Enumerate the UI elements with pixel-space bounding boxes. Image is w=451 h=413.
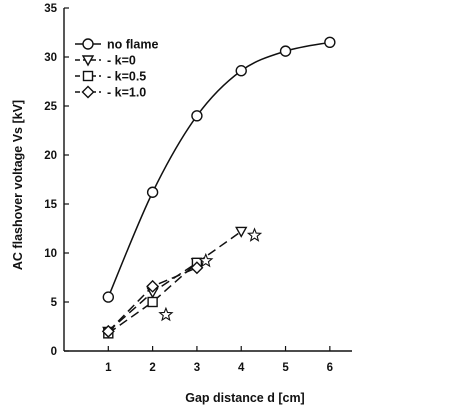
legend-label: - k=0 xyxy=(107,54,136,68)
data-point xyxy=(191,110,203,122)
y-tick-label: 0 xyxy=(51,346,57,358)
y-tick-label: 30 xyxy=(44,52,57,64)
data-point xyxy=(190,261,204,275)
legend-item: - k=0 xyxy=(75,54,136,68)
y-tick-label: 15 xyxy=(44,199,57,211)
x-axis-title: Gap distance d [cm] xyxy=(185,391,304,405)
legend-marker xyxy=(82,70,94,82)
y-axis-title: AC flashover voltage Vs [kV] xyxy=(11,100,25,270)
series-k-1-0 xyxy=(101,261,204,338)
data-point xyxy=(235,226,248,238)
y-tick-label: 25 xyxy=(44,101,57,113)
x-tick-label: 1 xyxy=(105,362,112,374)
data-point xyxy=(246,227,263,242)
legend-marker xyxy=(81,85,95,99)
data-point xyxy=(146,279,160,293)
x-tick-label: 2 xyxy=(149,362,155,374)
legend-item: - k=0.5 xyxy=(75,70,146,84)
data-point xyxy=(101,324,115,338)
legend-marker xyxy=(82,38,94,50)
data-point xyxy=(279,45,292,57)
data-point xyxy=(102,291,115,303)
data-point xyxy=(198,252,214,268)
series-layer xyxy=(101,36,336,339)
x-tick-label: 3 xyxy=(194,362,200,374)
y-tick-label: 20 xyxy=(44,150,57,162)
legend: no flame - k=0 - k=0.5 - k=1.0 xyxy=(75,38,158,100)
ticks: 0 5 10 15 20 25 30 35 1 2 3 4 5 6 xyxy=(44,3,333,374)
legend-label: - k=0.5 xyxy=(107,70,146,84)
legend-marker xyxy=(81,55,95,67)
series-line xyxy=(107,262,198,334)
y-tick-label: 5 xyxy=(51,297,58,309)
axes xyxy=(63,8,352,352)
data-point xyxy=(147,296,158,308)
x-tick-label: 4 xyxy=(238,362,245,374)
y-tick-label: 10 xyxy=(44,248,57,260)
y-tick-label: 35 xyxy=(44,3,57,15)
data-point xyxy=(158,306,174,322)
series-no-flame xyxy=(102,36,336,303)
legend-item: no flame xyxy=(75,38,158,52)
series-star-points xyxy=(158,227,263,322)
data-point xyxy=(324,36,336,48)
x-tick-label: 5 xyxy=(282,362,289,374)
legend-item: - k=1.0 xyxy=(75,86,146,100)
data-point xyxy=(146,186,159,198)
x-tick-label: 6 xyxy=(327,362,333,374)
legend-label: no flame xyxy=(107,38,158,52)
legend-label: - k=1.0 xyxy=(107,86,146,100)
data-point xyxy=(235,65,247,77)
